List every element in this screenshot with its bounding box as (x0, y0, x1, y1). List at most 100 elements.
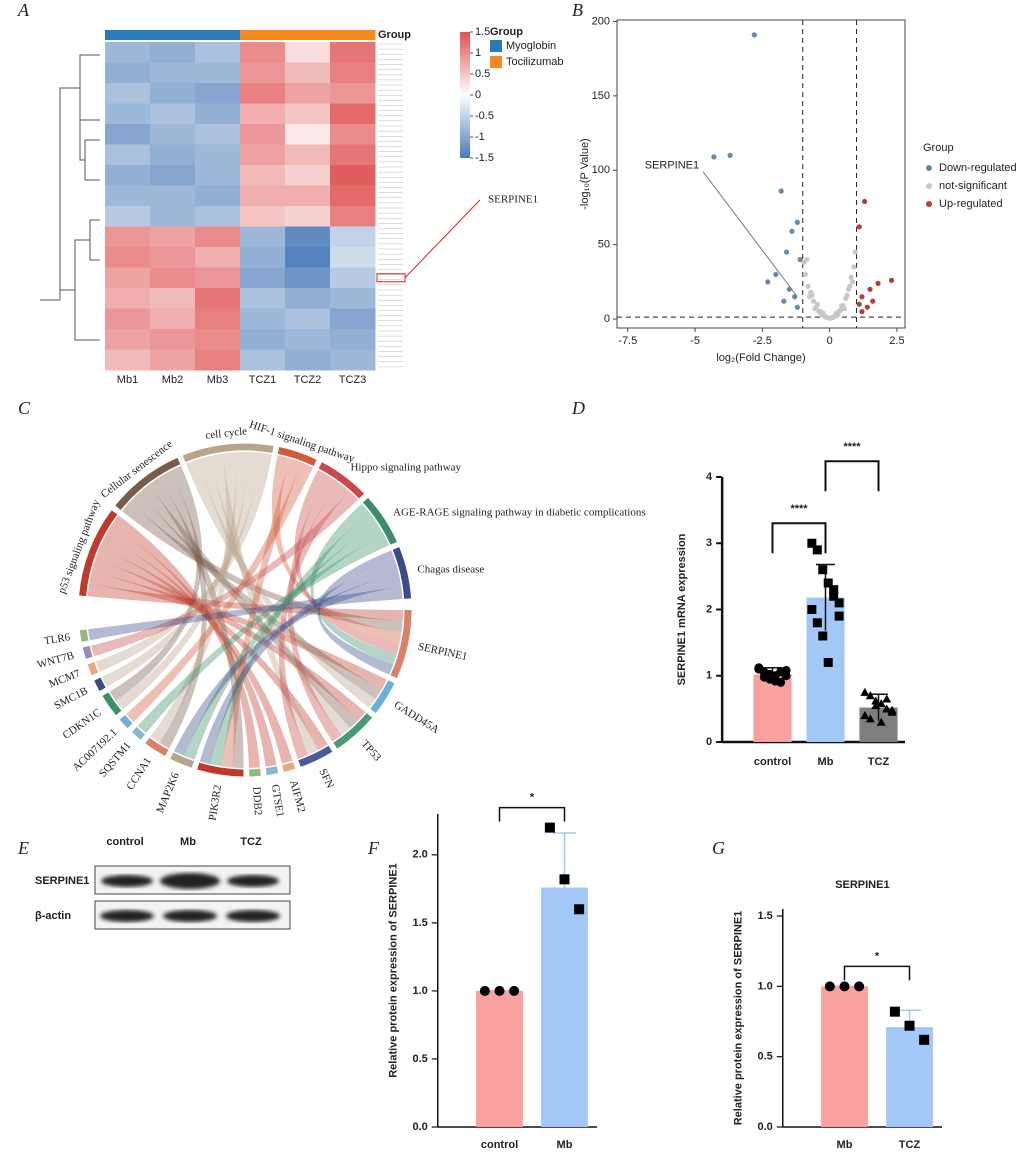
heatmap-cell (150, 288, 196, 309)
chord-link (158, 471, 208, 749)
colorbar-label: -1 (475, 131, 485, 143)
data-point (544, 822, 555, 833)
data-point (765, 669, 775, 679)
heatmap-cell (285, 206, 331, 227)
heatmap-cell (195, 42, 241, 63)
column-label: TCZ3 (339, 374, 367, 386)
group-bar (105, 30, 151, 40)
x-tick-label: TCZ (868, 756, 890, 768)
y-tick-label: 0.5 (757, 1051, 772, 1063)
heatmap-cell (240, 165, 286, 186)
heatmap-cell (105, 329, 151, 350)
significance-bracket (498, 806, 566, 822)
data-point (871, 696, 881, 705)
chord-link (197, 455, 351, 736)
data-point (812, 306, 818, 312)
blot-band (226, 910, 280, 922)
heatmap-cell (330, 124, 376, 145)
data-point (887, 705, 897, 714)
chord-link (221, 458, 302, 768)
data-point (727, 152, 733, 159)
panel-label: F (367, 838, 380, 858)
y-tick-label: 1.5 (412, 917, 427, 929)
y-axis-label: -log₁₀(P Value) (579, 138, 591, 209)
colorbar-label: 0.5 (475, 68, 490, 80)
heatmap-cell (105, 124, 151, 145)
heatmap-cell (240, 247, 286, 268)
legend-label: Up-regulated (939, 198, 1003, 210)
data-point (862, 198, 868, 205)
x-tick-label: Mb (818, 756, 834, 768)
group-bar (285, 30, 331, 40)
data-point (882, 694, 892, 703)
heatmap-cell (285, 308, 331, 330)
heatmap-cell (285, 349, 331, 371)
y-tick-label: 1.0 (757, 980, 772, 992)
data-point (559, 874, 570, 885)
gene-arc (390, 609, 412, 679)
y-tick-label: 4 (706, 471, 713, 483)
x-tick-label: control (481, 1139, 518, 1151)
gene-label: CDKN1C (61, 707, 104, 742)
heatmap-cell (240, 349, 286, 371)
blot-band (227, 875, 279, 887)
data-point (765, 279, 771, 285)
gene-label: SMC1B (52, 685, 90, 712)
data-point (822, 314, 829, 320)
blot-band (163, 910, 217, 922)
y-tick-label: 0.5 (412, 1053, 427, 1065)
pathway-arc (79, 510, 118, 597)
data-point (859, 309, 865, 315)
chord-link (121, 501, 403, 633)
data-point (814, 301, 821, 307)
y-tick-label: 50 (598, 239, 610, 251)
data-point (888, 277, 895, 283)
heatmap-cell (195, 308, 241, 330)
x-tick-label: 2.5 (889, 335, 904, 347)
data-point (856, 301, 862, 307)
column-label: Mb1 (117, 374, 138, 386)
data-point (781, 671, 791, 681)
annotation-line (404, 199, 481, 279)
data-point (806, 294, 813, 300)
lane-label: Mb (180, 836, 196, 848)
heatmap-cell (195, 144, 241, 166)
chord-link (88, 586, 403, 641)
data-point (818, 631, 828, 641)
legend-swatch (490, 40, 502, 52)
heatmap-cell (150, 329, 196, 350)
heatmap-cell (240, 83, 286, 104)
data-point (852, 249, 858, 255)
heatmap-cell (105, 226, 151, 248)
significance-label: * (875, 950, 880, 962)
y-tick-label: 1.5 (757, 910, 772, 922)
heatmap-cell (330, 247, 376, 268)
heatmap-cell (285, 62, 331, 84)
legend-label: Myoglobin (506, 40, 556, 52)
heatmap-cell (330, 103, 376, 125)
gene-arc (197, 762, 244, 777)
data-point (812, 618, 822, 628)
gene-label: SFN (316, 767, 336, 790)
pathway-arc (115, 457, 181, 511)
heatmap-cell (195, 226, 241, 248)
legend-label: not-significant (939, 180, 1007, 192)
plot-frame (616, 19, 906, 329)
gene-label: MCM7 (47, 667, 82, 690)
data-point (509, 985, 520, 996)
x-tick-label: control (754, 756, 791, 768)
data-point (847, 283, 853, 289)
heatmap-cell (240, 308, 286, 330)
data-point (802, 271, 809, 278)
heatmap-cell (240, 288, 286, 309)
heatmap-cell (330, 83, 376, 104)
pathway-arc (318, 462, 365, 499)
gene-arc (145, 737, 169, 757)
chord-link (294, 469, 400, 654)
heatmap-cell (150, 185, 196, 207)
heatmap-cell (195, 83, 241, 104)
pathway-arc (182, 443, 274, 463)
data-point (781, 298, 787, 304)
data-point (875, 280, 881, 286)
data-point (751, 32, 757, 38)
